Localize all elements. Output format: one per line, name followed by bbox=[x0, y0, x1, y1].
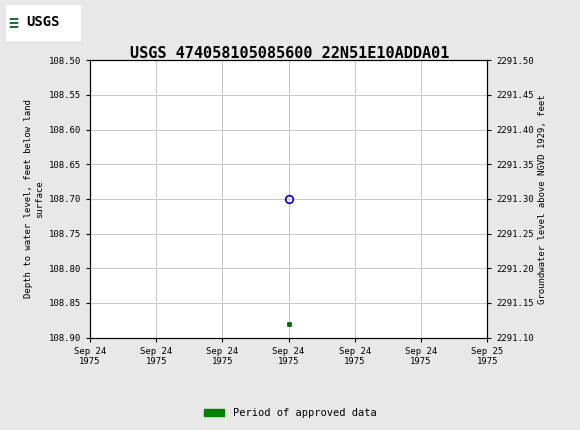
Text: USGS: USGS bbox=[26, 15, 60, 29]
Bar bbox=[6, 4, 81, 41]
Legend: Period of approved data: Period of approved data bbox=[200, 404, 380, 423]
Text: ≡: ≡ bbox=[9, 12, 19, 31]
Text: USGS 474058105085600 22N51E10ADDA01: USGS 474058105085600 22N51E10ADDA01 bbox=[130, 46, 450, 61]
Y-axis label: Depth to water level, feet below land
surface: Depth to water level, feet below land su… bbox=[24, 99, 45, 298]
Y-axis label: Groundwater level above NGVD 1929, feet: Groundwater level above NGVD 1929, feet bbox=[538, 94, 547, 304]
